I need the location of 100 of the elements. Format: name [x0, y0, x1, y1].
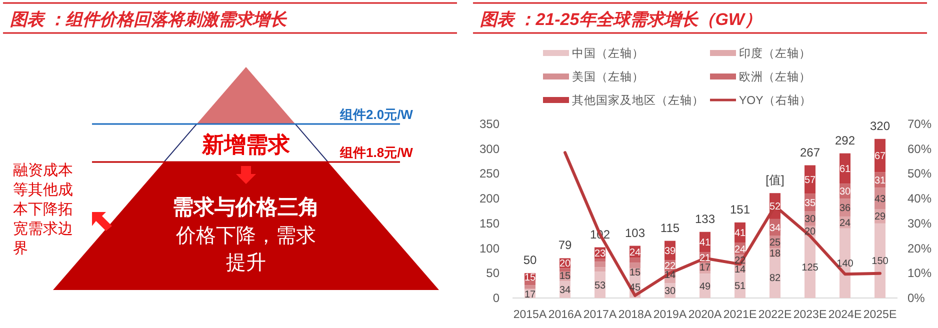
data-label: 61 — [839, 164, 851, 175]
bar — [630, 262, 640, 268]
data-label: 52 — [769, 202, 781, 213]
y2-tick-label: 30% — [908, 216, 932, 230]
y2-tick-label: 0% — [908, 291, 926, 305]
data-label: 23 — [594, 248, 606, 260]
text: 组件2.0元/W — [339, 107, 414, 122]
data-label: 25 — [769, 238, 781, 249]
data-label: 67 — [874, 151, 886, 162]
y2-tick-label: 60% — [908, 142, 932, 156]
data-label: 15 — [524, 272, 536, 284]
y2-tick-label: 50% — [908, 166, 932, 181]
data-label: 36 — [839, 203, 851, 214]
x-tick-label: 2015A — [513, 309, 547, 321]
data-label: 125 — [802, 262, 819, 274]
y2-tick-label: 40% — [908, 192, 932, 206]
text: 融资成本等其他成本下降拓宽需求边界 — [13, 162, 73, 257]
y-tick-label: 200 — [479, 192, 500, 206]
data-label: 34 — [769, 222, 781, 234]
data-label: 15 — [629, 267, 641, 278]
data-label: 39 — [664, 246, 676, 258]
text: 价格下降，需求提升 — [175, 225, 316, 274]
data-label: 22 — [664, 261, 676, 272]
legend-label: 美国（左轴） — [572, 70, 644, 84]
total-label: 103 — [624, 226, 646, 240]
data-label: 14 — [734, 264, 746, 276]
text: 图表 ：组件价格回落将刺激需求增长 — [10, 10, 288, 29]
x-tick-label: 2021E — [723, 309, 757, 321]
legend-label: 其他国家及地区（左轴） — [572, 93, 704, 107]
data-label: 22 — [734, 256, 746, 267]
y2-tick-label: 20% — [908, 241, 932, 256]
data-label: 30 — [664, 286, 676, 298]
data-label: 17 — [699, 262, 711, 274]
legend-label: YOY（右轴） — [739, 94, 812, 107]
data-label: 140 — [836, 258, 854, 270]
data-label: 24 — [839, 218, 851, 229]
data-label: 30 — [804, 214, 816, 225]
data-label: 20 — [559, 258, 571, 270]
legend-label: 印度（左轴） — [739, 46, 811, 60]
data-label: 30 — [839, 186, 851, 198]
data-label: 17 — [524, 289, 536, 300]
total-label: 267 — [800, 145, 820, 160]
data-label: 43 — [874, 194, 886, 205]
x-tick-label: 2022E — [758, 309, 792, 321]
legend-label: 欧洲（左轴） — [739, 70, 811, 84]
y-tick-label: 250 — [479, 166, 500, 181]
data-label: 41 — [699, 238, 711, 249]
data-label: 53 — [594, 280, 606, 292]
y2-tick-label: 10% — [908, 266, 932, 280]
data-label: 41 — [734, 228, 746, 240]
total-label: 151 — [730, 202, 750, 216]
y-tick-label: 350 — [479, 117, 500, 131]
text: 组件1.8元/W — [339, 145, 414, 160]
total-label: 115 — [660, 220, 680, 235]
bar — [524, 285, 536, 289]
total-label: 79 — [558, 238, 572, 252]
bar — [594, 258, 606, 262]
data-label: 150 — [872, 256, 889, 268]
data-label: 18 — [769, 248, 781, 260]
x-tick-label: 2019A — [653, 309, 687, 321]
text: 需求与价格三角 — [172, 196, 320, 219]
x-tick-label: 2018A — [618, 309, 652, 321]
y-tick-label: 0 — [492, 291, 500, 305]
x-tick-label: 2016A — [548, 309, 582, 321]
y-tick-label: 300 — [479, 142, 500, 156]
data-label: 82 — [769, 273, 781, 284]
data-label: 21 — [699, 252, 711, 264]
total-label: [值] — [766, 173, 784, 188]
legend-label: 中国（左轴） — [572, 47, 644, 60]
bar — [560, 268, 570, 272]
bar — [700, 271, 710, 274]
bar — [770, 257, 780, 298]
y-tick-label: 100 — [479, 241, 500, 256]
data-label: 24 — [734, 244, 746, 256]
y2-tick-label: 70% — [908, 117, 932, 131]
total-label: 292 — [834, 133, 856, 148]
data-label: 31 — [874, 175, 886, 186]
data-label: 24 — [629, 247, 641, 258]
x-tick-label: 2024E — [828, 309, 862, 321]
bar — [594, 262, 606, 268]
y-tick-label: 50 — [486, 266, 500, 280]
bar — [524, 280, 536, 286]
chart-title: 图表 ：21-25年全球需求增长（GW） — [480, 10, 762, 29]
y-tick-label: 150 — [479, 216, 500, 230]
x-tick-label: 2020A — [688, 309, 722, 321]
total-label: 133 — [694, 212, 716, 226]
data-label: 49 — [699, 281, 711, 292]
data-label: 35 — [804, 198, 816, 209]
x-tick-label: 2017A — [583, 309, 617, 321]
data-label: 51 — [734, 280, 746, 292]
data-label: 57 — [804, 174, 816, 186]
bar — [630, 258, 640, 263]
total-label: 50 — [523, 253, 537, 268]
data-label: 15 — [559, 270, 571, 282]
bar — [594, 267, 606, 272]
data-label: 34 — [559, 285, 571, 296]
text: 新增需求 — [201, 132, 291, 157]
data-label: 29 — [874, 212, 886, 223]
x-tick-label: 2023E — [793, 309, 827, 321]
x-tick-label: 2025E — [863, 309, 897, 321]
